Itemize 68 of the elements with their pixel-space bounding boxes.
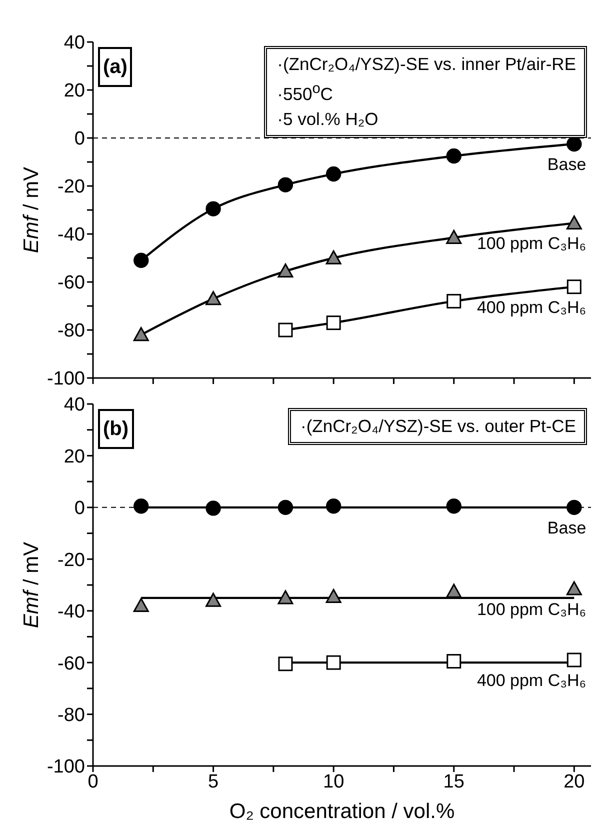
y-tick-label: -20 — [58, 176, 85, 198]
point — [133, 598, 149, 612]
point — [134, 252, 149, 268]
y-axis-title: Emf / mV — [20, 542, 43, 628]
series-label: 100 ppm C₃H₆ — [476, 234, 586, 254]
point — [566, 215, 582, 230]
annotation: (b) — [98, 409, 134, 449]
x-tick-label: 0 — [88, 771, 98, 792]
point — [326, 250, 342, 264]
x-tick-label: 20 — [564, 771, 585, 792]
point — [446, 498, 462, 514]
point — [446, 654, 462, 669]
y-tick-label: -20 — [58, 550, 85, 571]
annotation: ·(ZnCr₂O₄/YSZ)-SE vs. inner Pt/air-RE — [277, 53, 576, 76]
point — [326, 316, 341, 330]
series-label: 100 ppm C₃H₆ — [476, 600, 586, 619]
y-tick-label: -100 — [46, 368, 85, 390]
point — [206, 291, 222, 306]
point — [133, 327, 149, 342]
point — [278, 263, 294, 278]
point — [134, 498, 149, 514]
y-tick-label: 20 — [64, 446, 85, 468]
point — [278, 322, 293, 338]
point — [566, 280, 582, 294]
y-tick-label: -80 — [58, 320, 85, 342]
point — [566, 500, 582, 516]
x-axis-title: O₂ concentration / vol.% — [228, 800, 456, 824]
y-tick-label: -60 — [58, 653, 85, 674]
series-label: Base — [547, 155, 586, 174]
y-tick-label: -80 — [58, 705, 85, 726]
point — [326, 655, 341, 670]
series-label: 400 ppm C₃H₆ — [476, 298, 586, 317]
point — [446, 148, 462, 164]
point — [206, 201, 221, 216]
x-tick-label: 10 — [323, 771, 344, 792]
point — [326, 588, 342, 603]
y-tick-label: -40 — [58, 224, 85, 246]
annotation: (a) — [98, 47, 132, 87]
point — [278, 590, 294, 604]
y-tick-label: -60 — [58, 272, 85, 294]
annotation: ·5 vol.% H₂O — [277, 108, 380, 131]
x-tick-label: 5 — [208, 771, 219, 792]
y-tick-label: -40 — [58, 602, 85, 623]
point — [278, 177, 294, 192]
y-tick-label: 40 — [64, 32, 85, 54]
point — [326, 498, 342, 514]
y-tick-label: 20 — [64, 80, 85, 102]
point — [446, 230, 462, 244]
point — [206, 592, 222, 607]
x-tick-label: 15 — [443, 771, 464, 792]
point — [446, 584, 462, 598]
y-tick-label: 0 — [74, 128, 85, 150]
y-tick-label: 40 — [64, 394, 85, 416]
point — [566, 652, 582, 668]
annotation: ·(ZnCr₂O₄/YSZ)-SE vs. outer Pt-CE — [300, 415, 576, 438]
point — [446, 294, 462, 308]
point — [206, 500, 221, 516]
point — [278, 500, 294, 516]
y-axis-title: Emf / mV — [20, 166, 43, 254]
series-label: 400 ppm C₃H₆ — [476, 670, 586, 690]
y-tick-label: 0 — [74, 498, 85, 520]
point — [326, 166, 342, 182]
point — [566, 136, 582, 152]
series-label: Base — [547, 518, 586, 538]
y-tick-label: -100 — [46, 756, 85, 778]
annotation: ·550$^{o}$C — [277, 80, 334, 106]
point — [278, 656, 293, 672]
point — [566, 581, 582, 596]
